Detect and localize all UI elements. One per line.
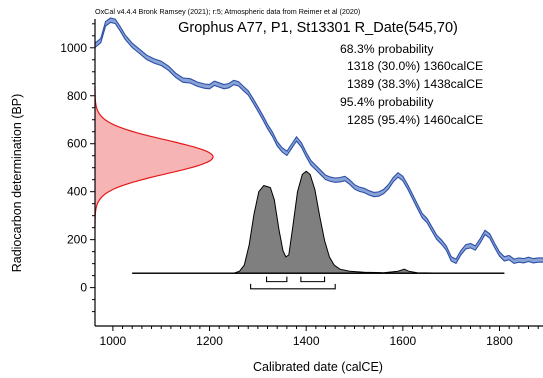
x-tick-label: 1600 bbox=[389, 334, 416, 348]
range-95-heading: 95.4% probability bbox=[340, 95, 434, 109]
calibration-curve-lower bbox=[94, 21, 543, 265]
range-68-bracket-1 bbox=[266, 276, 288, 283]
radiocarbon-distribution-fill bbox=[95, 86, 213, 228]
y-tick-label: 600 bbox=[67, 137, 87, 151]
range-68-bracket-2 bbox=[300, 276, 326, 283]
x-tick-label: 1800 bbox=[486, 334, 513, 348]
chart-title: Grophus A77, P1, St13301 R_Date(545,70) bbox=[178, 20, 458, 36]
y-tick-label: 1000 bbox=[60, 41, 87, 55]
plot-area: 1000 1200 1400 1600 1800 0 200 400 600 800 1000 bbox=[60, 17, 543, 348]
software-line: OxCal v4.4.4 Bronk Ramsey (2021); r:5; A… bbox=[95, 7, 360, 16]
range-68-line-2: 1389 (38.3%) 1438calCE bbox=[347, 77, 483, 91]
y-tick-label: 800 bbox=[67, 89, 87, 103]
x-axis-label: Calibrated date (calCE) bbox=[253, 360, 383, 374]
radiocarbon-distribution-line bbox=[94, 86, 214, 228]
y-tick-label: 400 bbox=[67, 185, 87, 199]
range-68-heading: 68.3% probability bbox=[340, 42, 434, 56]
x-tick-label: 1200 bbox=[196, 334, 223, 348]
calibrated-distribution bbox=[132, 170, 505, 274]
y-tick-label: 200 bbox=[67, 233, 87, 247]
range-95-line-1: 1285 (95.4%) 1460calCE bbox=[347, 113, 483, 127]
x-tick-label: 1400 bbox=[293, 334, 320, 348]
range-68-line-1: 1318 (30.0%) 1360calCE bbox=[347, 59, 483, 73]
x-tick-label: 1000 bbox=[100, 334, 127, 348]
y-tick-label: 0 bbox=[80, 281, 87, 295]
range-95-bracket-1 bbox=[250, 283, 336, 290]
calibration-curve-upper bbox=[94, 17, 543, 260]
y-axis-label: Radiocarbon determination (BP) bbox=[10, 94, 24, 273]
